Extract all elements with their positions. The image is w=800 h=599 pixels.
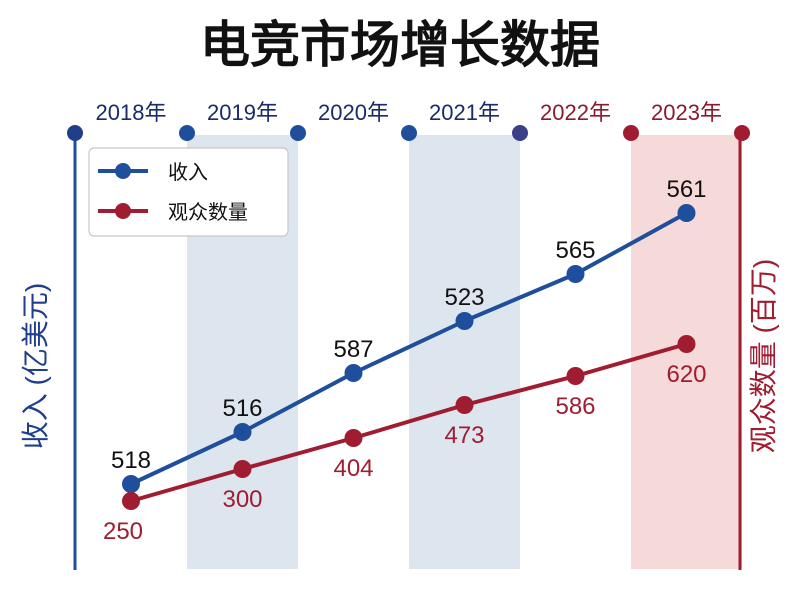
left-axis-title: 收入 (亿美元): [20, 283, 51, 449]
revenue-point-2: [344, 364, 363, 382]
revenue-point-3: [455, 312, 474, 330]
audience-data-label-3: 473: [444, 422, 484, 449]
x-tick-label-3: 2021年: [429, 100, 500, 125]
audience-data-label-4: 586: [555, 393, 595, 420]
audience-point-0: [122, 492, 140, 510]
audience-point-2: [344, 429, 363, 447]
legend-revenue-label: 收入: [168, 161, 208, 184]
band-3: [409, 135, 520, 569]
chart-title: 电竞市场增长数据: [200, 16, 600, 74]
revenue-data-label-0: 518: [111, 447, 151, 474]
revenue-line: [130, 211, 688, 486]
revenue-data-label-5: 561: [666, 176, 706, 203]
x-tick-label-4: 2022年: [540, 100, 611, 125]
top-tick-dot-6: [734, 125, 750, 141]
x-tick-label-0: 2018年: [96, 100, 167, 125]
audience-data-label-1: 300: [222, 486, 262, 513]
revenue-data-label-3: 523: [444, 284, 484, 311]
audience-data-label-0: 250: [103, 518, 143, 545]
top-tick-dot-3: [401, 125, 417, 141]
revenue-point-5: [677, 204, 696, 222]
top-tick-dot-1: [179, 125, 195, 141]
legend-revenue-marker: [115, 163, 131, 179]
legend-audience-label: 观众数量: [168, 201, 248, 224]
revenue-point-0: [122, 475, 140, 493]
top-tick-dot-2: [290, 125, 306, 141]
audience-point-4: [566, 367, 585, 385]
series-layer: 518 516 587 523 565 561 250 300 404 473 586 620: [103, 176, 707, 545]
x-tick-label-2: 2020年: [318, 100, 389, 125]
legend-audience-marker: [115, 203, 131, 219]
audience-point-5: [677, 335, 696, 353]
top-axis-ticks: [67, 125, 750, 141]
revenue-point-1: [233, 423, 252, 441]
revenue-point-4: [566, 265, 585, 283]
top-tick-dot-5: [623, 125, 639, 141]
x-tick-label-1: 2019年: [207, 100, 278, 125]
audience-data-label-2: 404: [333, 455, 373, 482]
revenue-data-label-1: 516: [222, 395, 262, 422]
x-tick-label-5: 2023年: [651, 100, 722, 125]
audience-point-1: [233, 460, 252, 478]
legend: 收入 观众数量: [88, 147, 289, 237]
audience-data-label-5: 620: [666, 361, 706, 388]
audience-point-3: [455, 396, 474, 414]
revenue-data-label-4: 565: [555, 237, 595, 264]
right-axis-title: 观众数量 (百万): [748, 259, 779, 453]
top-tick-dot-4: [512, 125, 528, 141]
year-tick-labels: 2018年 2019年 2020年 2021年 2022年 2023年: [96, 100, 722, 125]
audience-line: [130, 342, 688, 503]
top-tick-dot-0: [67, 125, 83, 141]
revenue-data-label-2: 587: [333, 336, 373, 363]
